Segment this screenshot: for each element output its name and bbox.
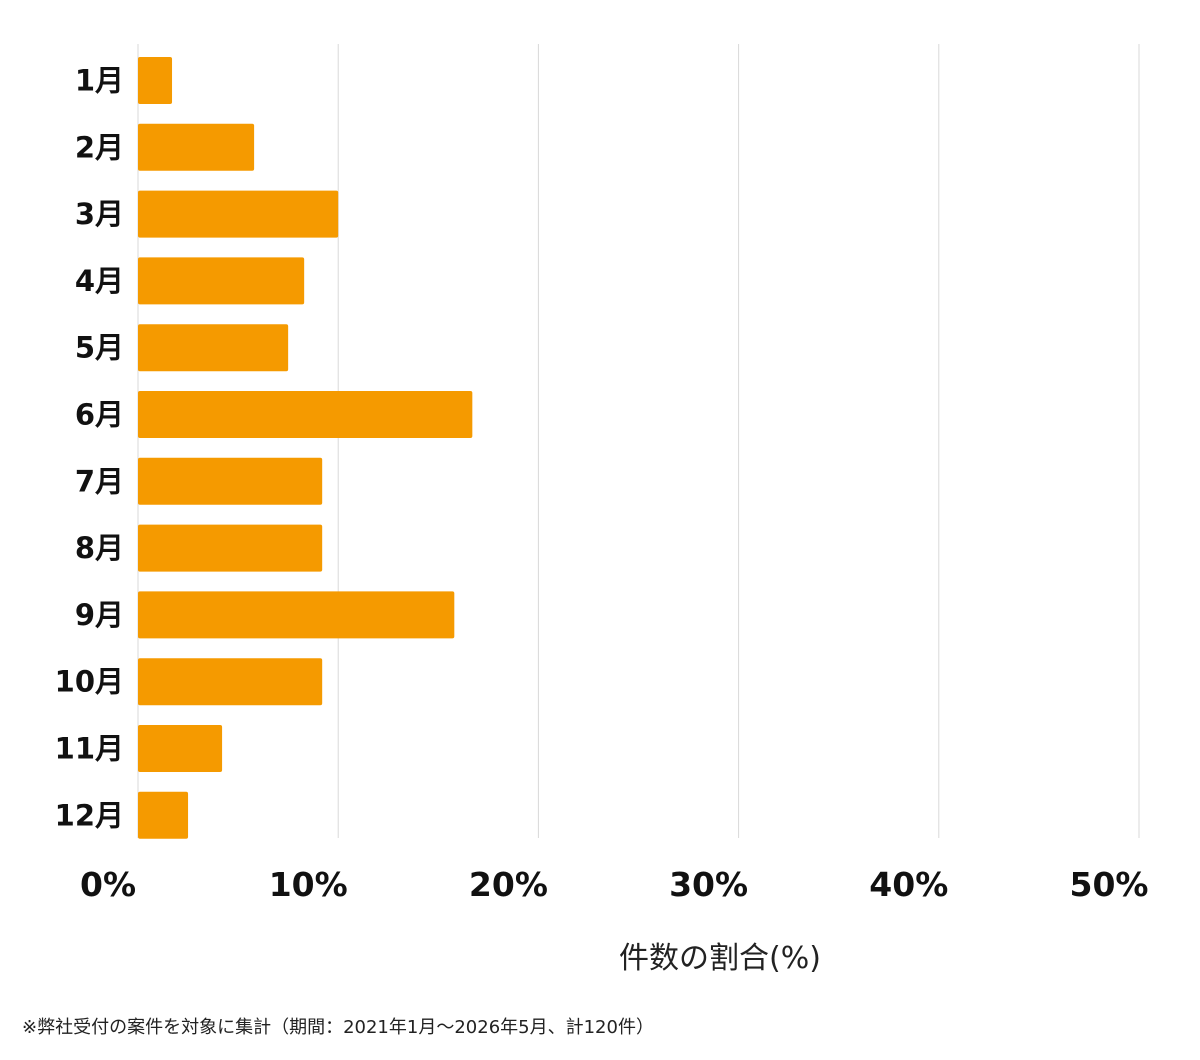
category-label: 9月 [75, 598, 124, 632]
category-label: 3月 [75, 197, 124, 231]
x-tick-label: 0% [80, 865, 136, 904]
bar [138, 257, 305, 305]
category-labels: 1月 2月 3月 4月 5月 6月 7月 8月 9月 10月 11月 12月 [55, 64, 124, 833]
x-tick-label: 30% [669, 865, 748, 904]
category-label: 1月 [75, 64, 124, 98]
category-label: 2月 [75, 130, 124, 164]
category-label: 10月 [55, 665, 124, 699]
bar [138, 391, 473, 438]
x-tick-label: 50% [1070, 865, 1149, 904]
category-label: 7月 [75, 464, 124, 498]
x-tick-label: 10% [269, 865, 348, 904]
category-label: 12月 [55, 798, 124, 832]
category-label: 5月 [75, 331, 124, 365]
bar-chart: 1月 2月 3月 4月 5月 6月 7月 8月 9月 10月 11月 12月 0% 10% 20% 30% 4… [55, 44, 1149, 976]
bar [138, 57, 173, 104]
bar [138, 524, 323, 572]
category-label: 11月 [55, 732, 124, 766]
bar [138, 591, 455, 639]
bar [138, 123, 255, 171]
gridlines [137, 44, 1140, 838]
bar [138, 791, 189, 839]
category-label: 6月 [75, 398, 124, 432]
bar [138, 457, 323, 505]
category-label: 8月 [75, 531, 124, 565]
x-tick-labels: 0% 10% 20% 30% 40% 50% [80, 865, 1149, 904]
bars [138, 57, 473, 839]
bar [138, 324, 289, 372]
bar [138, 190, 339, 238]
footnote: ※弊社受付の案件を対象に集計（期間：2021年1月～2026年5月、計120件） [22, 1017, 654, 1038]
bar [138, 658, 323, 706]
x-tick-label: 40% [869, 865, 948, 904]
bar [138, 725, 223, 772]
x-tick-label: 20% [469, 865, 548, 904]
category-label: 4月 [75, 264, 124, 298]
x-axis-title: 件数の割合(%) [619, 941, 821, 976]
